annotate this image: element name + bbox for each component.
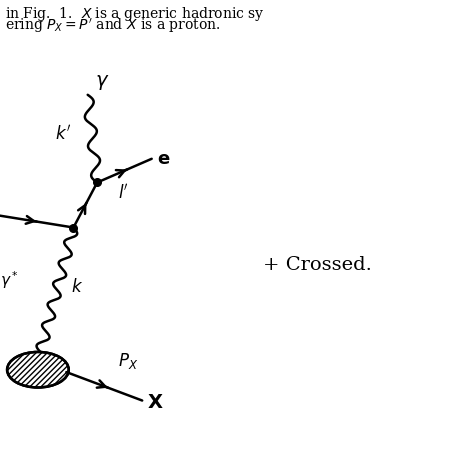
Text: $l'$: $l'$ — [118, 184, 129, 203]
Text: $\gamma^*$: $\gamma^*$ — [0, 270, 19, 292]
Text: $k'$: $k'$ — [55, 124, 71, 144]
Text: $P_X$: $P_X$ — [118, 351, 138, 371]
Ellipse shape — [7, 352, 69, 388]
Text: + Crossed.: + Crossed. — [263, 256, 372, 274]
Text: $\mathbf{X}$: $\mathbf{X}$ — [147, 394, 164, 412]
Text: $\mathbf{e}$: $\mathbf{e}$ — [157, 150, 171, 168]
Text: $\gamma$: $\gamma$ — [95, 73, 109, 92]
Text: in Fig.  1.  $X$ is a generic hadronic sy: in Fig. 1. $X$ is a generic hadronic sy — [5, 5, 264, 23]
Text: ering $P_X = P^{\prime}$ and $X$ is a proton.: ering $P_X = P^{\prime}$ and $X$ is a pr… — [5, 17, 220, 35]
Text: $k$: $k$ — [71, 278, 83, 296]
